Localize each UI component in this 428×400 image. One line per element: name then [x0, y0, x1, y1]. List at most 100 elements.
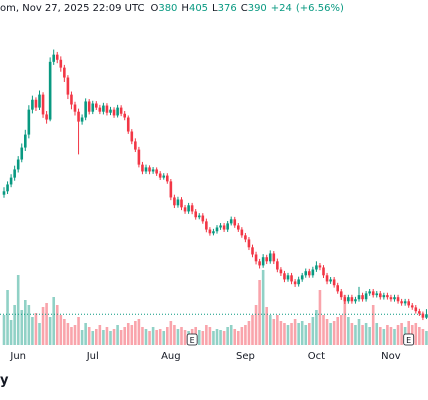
candle-body — [286, 275, 290, 280]
candle-body — [308, 271, 311, 276]
volume-bar — [297, 323, 300, 345]
candle-body — [382, 295, 386, 298]
candle-body — [109, 109, 112, 113]
volume-bar — [205, 325, 208, 345]
volume-bar — [20, 310, 24, 345]
volume-bar — [45, 303, 48, 345]
candle-body — [155, 169, 158, 174]
candle-body — [339, 291, 343, 298]
volume-bar — [254, 305, 258, 345]
volume-bar — [368, 327, 371, 345]
volume-bar — [6, 290, 9, 345]
volume-bar — [347, 317, 350, 345]
volume-bar — [414, 323, 418, 345]
candle-body — [134, 141, 137, 150]
candle-body — [247, 239, 251, 248]
candle-body — [201, 215, 205, 222]
candle-body — [279, 269, 283, 274]
volume-bar — [251, 315, 254, 345]
candle-body — [148, 167, 151, 172]
volume-bar — [261, 270, 265, 345]
candle-body — [24, 134, 27, 148]
volume-bar — [95, 329, 98, 345]
volume-bar — [240, 327, 244, 345]
ohlc-value: 405 — [188, 3, 209, 14]
volume-bar — [418, 327, 421, 345]
candle-body — [244, 235, 247, 240]
volume-bar — [272, 319, 276, 345]
candle-body — [226, 223, 229, 230]
candle-body — [183, 207, 187, 212]
volume-bar — [229, 325, 233, 345]
volume-bar — [126, 323, 130, 345]
volume-bar — [350, 323, 354, 345]
candle-body — [386, 295, 389, 298]
volume-bar — [308, 323, 311, 345]
x-tick-label: Jul — [86, 351, 99, 362]
candle-body — [31, 99, 34, 110]
volume-bar — [336, 317, 339, 345]
volume-bar — [77, 317, 80, 345]
x-tick-label: Sep — [236, 351, 255, 362]
x-tick-label: Nov — [381, 351, 401, 362]
candle-body — [254, 254, 258, 262]
candle-body — [77, 111, 80, 122]
candle-body — [63, 67, 66, 78]
candle-body — [261, 257, 265, 266]
volume-bar — [176, 329, 180, 345]
candle-body — [151, 169, 155, 172]
volume-bar — [27, 305, 31, 345]
ohlc-value: 376 — [217, 3, 237, 14]
volume-bar — [144, 329, 148, 345]
candle-body — [45, 114, 48, 120]
volume-bar — [112, 329, 116, 345]
candle-body — [276, 261, 279, 270]
candle-body — [361, 295, 364, 300]
volume-bar — [339, 315, 343, 345]
candle-body — [137, 149, 141, 165]
volume-bar — [283, 323, 286, 345]
candle-body — [272, 253, 276, 262]
candle-body — [176, 199, 180, 206]
volume-bar — [80, 330, 84, 345]
candle-body — [293, 281, 297, 285]
volume-bar — [173, 325, 176, 345]
volume-bar — [91, 331, 95, 345]
volume-bar — [9, 320, 13, 345]
candle-body — [229, 219, 233, 224]
candle-body — [300, 275, 304, 280]
candle-body — [403, 301, 407, 304]
candle-body — [329, 279, 332, 282]
volume-bar — [322, 315, 325, 345]
volume-bar — [109, 331, 112, 345]
volume-bar — [361, 325, 364, 345]
candle-body — [258, 261, 261, 266]
volume-bar — [425, 331, 428, 345]
candle-body — [215, 227, 219, 232]
candle-body — [304, 271, 308, 276]
volume-bar — [315, 310, 318, 345]
candle-body — [187, 205, 190, 212]
candle-body — [84, 101, 87, 118]
candle-body — [297, 279, 300, 285]
volume-bar — [66, 323, 70, 345]
volume-bar — [102, 330, 105, 345]
volume-bar — [265, 307, 268, 345]
change: +24 — [270, 3, 292, 14]
ohlc-label: L — [212, 3, 218, 14]
candle-body — [162, 175, 166, 178]
candle-body — [350, 297, 354, 302]
volume-bar — [151, 327, 155, 345]
candle-body — [98, 107, 102, 112]
volume-bar — [375, 323, 379, 345]
volume-bar — [276, 315, 279, 345]
volume-bar — [386, 325, 389, 345]
candle-body — [347, 297, 350, 302]
volume-bar — [343, 295, 347, 345]
candle-body — [233, 219, 237, 226]
volume-bar — [84, 323, 87, 345]
volume-bar — [169, 321, 173, 345]
volume-bar — [354, 325, 357, 345]
candle-body — [91, 103, 95, 112]
